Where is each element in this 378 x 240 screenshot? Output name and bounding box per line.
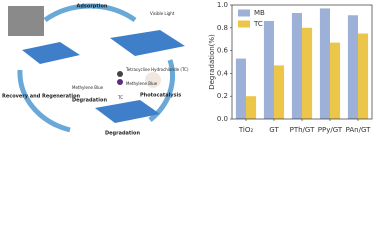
bar (291, 12, 302, 120)
bar (302, 27, 313, 119)
figure: Adsorption Visible Light Tetracycline Hy… (2, 1, 373, 137)
y-tick-label: 0.2 (217, 92, 228, 100)
bar (235, 58, 246, 119)
bar (330, 42, 341, 120)
label: Degradation (105, 131, 140, 137)
x-tick-label: PPy/GT (318, 126, 343, 134)
y-tick-label: 0.0 (217, 115, 228, 123)
legend-swatch (238, 9, 250, 17)
legend-swatch (238, 20, 250, 28)
label: Methylene Blue (126, 81, 158, 86)
y-tick-label: 0.4 (217, 69, 229, 77)
bar (319, 8, 330, 120)
x-tick-label: GT (269, 126, 279, 134)
schematic: Adsorption Visible Light Tetracycline Hy… (2, 4, 189, 137)
x-tick-label: PTh/GT (290, 126, 315, 134)
label: Visible Light (150, 11, 175, 16)
membrane (95, 100, 160, 123)
label: Photocatalysis (140, 93, 181, 99)
label: TC (117, 95, 123, 100)
y-axis-title: Degradation(%) (208, 34, 216, 90)
label: Recovery and Regeneration (2, 94, 81, 100)
legend-label: MB (254, 9, 265, 17)
legend-label: TC (253, 20, 263, 28)
label: Tetracycline Hydrochloride (TC) (125, 67, 189, 72)
membrane (22, 42, 80, 64)
bar (246, 96, 257, 119)
sem-image (8, 6, 44, 36)
bar (347, 15, 358, 119)
cycle-arrow (43, 3, 137, 23)
x-tick-label: PAn/GT (346, 126, 372, 134)
y-tick-label: 0.8 (217, 24, 228, 32)
cycle-arrow (148, 59, 175, 122)
x-tick-label: TiO₂ (238, 126, 254, 134)
bar (263, 20, 274, 119)
icon (117, 71, 123, 77)
icon (117, 79, 123, 85)
plot-frame (231, 4, 373, 120)
cycle-arrow (17, 69, 71, 133)
membrane (110, 30, 185, 56)
y-tick-label: 0.6 (217, 47, 229, 55)
bar (358, 33, 369, 119)
label: Methylene Blue (72, 85, 104, 90)
label: Degradation (72, 98, 107, 104)
icon (145, 72, 161, 88)
bar (274, 65, 285, 119)
label: Adsorption (76, 4, 107, 10)
y-tick-label: 1.0 (217, 1, 228, 9)
